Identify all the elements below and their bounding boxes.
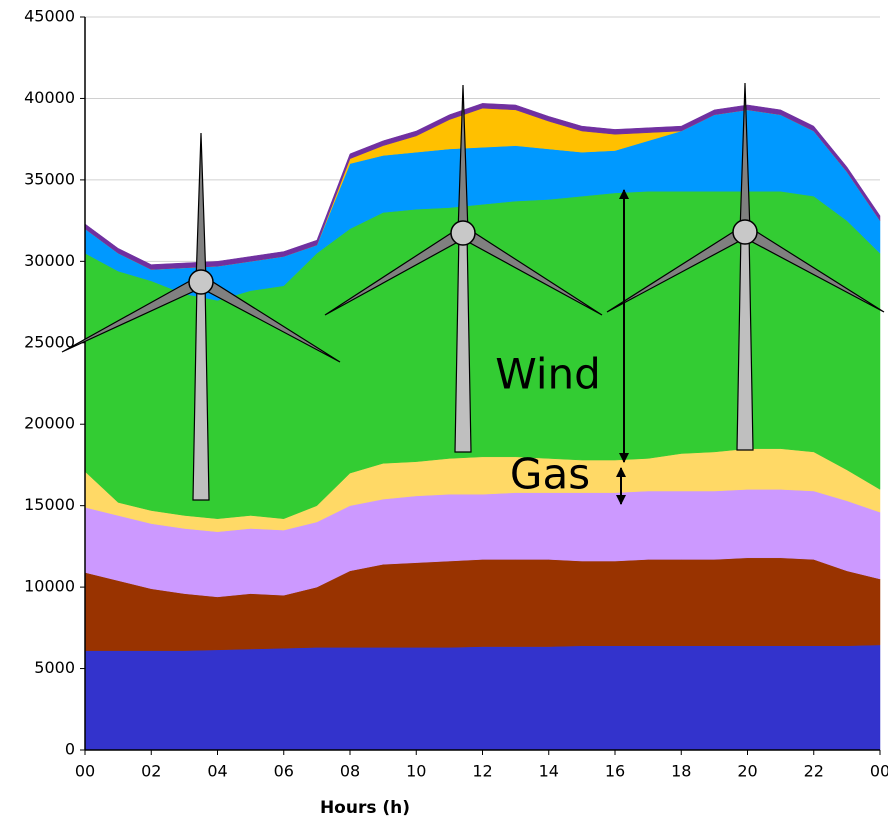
x-tick-label: 08 bbox=[340, 762, 360, 781]
x-tick-label: 06 bbox=[274, 762, 294, 781]
y-tick-label: 30000 bbox=[24, 251, 75, 270]
y-tick-label: 35000 bbox=[24, 169, 75, 188]
x-axis-label: Hours (h) bbox=[320, 798, 410, 818]
y-tick-label: 25000 bbox=[24, 332, 75, 351]
annotation: Gas bbox=[510, 450, 590, 499]
y-tick-label: 10000 bbox=[24, 577, 75, 596]
x-tick-label: 14 bbox=[539, 762, 559, 781]
turbine bbox=[606, 82, 885, 451]
turbines: Wind Gas bbox=[61, 82, 885, 505]
axes: 0 5000 10000 15000 20000 25000 30000 35000 40000… bbox=[24, 7, 888, 781]
y-tick-label: 20000 bbox=[24, 414, 75, 433]
y-tick-label: 15000 bbox=[24, 495, 75, 514]
x-tick-label: 12 bbox=[472, 762, 492, 781]
x-tick-label: 00 bbox=[75, 762, 95, 781]
x-tick-label: 00 bbox=[870, 762, 888, 781]
area bbox=[84, 644, 881, 751]
turbine bbox=[324, 84, 603, 453]
x-tick-label: 02 bbox=[141, 762, 161, 781]
area bbox=[84, 103, 881, 270]
x-tick-label: 10 bbox=[406, 762, 426, 781]
turbine bbox=[61, 132, 341, 501]
x-tick-label: 22 bbox=[804, 762, 824, 781]
x-tick-label: 18 bbox=[671, 762, 691, 781]
areas bbox=[84, 103, 881, 751]
y-tick-label: 40000 bbox=[24, 88, 75, 107]
x-tick-label: 16 bbox=[605, 762, 625, 781]
x-tick-label: 04 bbox=[207, 762, 227, 781]
y-tick-label: 0 bbox=[65, 740, 75, 759]
y-tick-label: 5000 bbox=[34, 658, 75, 677]
annotation: Wind bbox=[495, 350, 601, 399]
y-tick-label: 45000 bbox=[24, 7, 75, 26]
x-tick-label: 20 bbox=[737, 762, 757, 781]
